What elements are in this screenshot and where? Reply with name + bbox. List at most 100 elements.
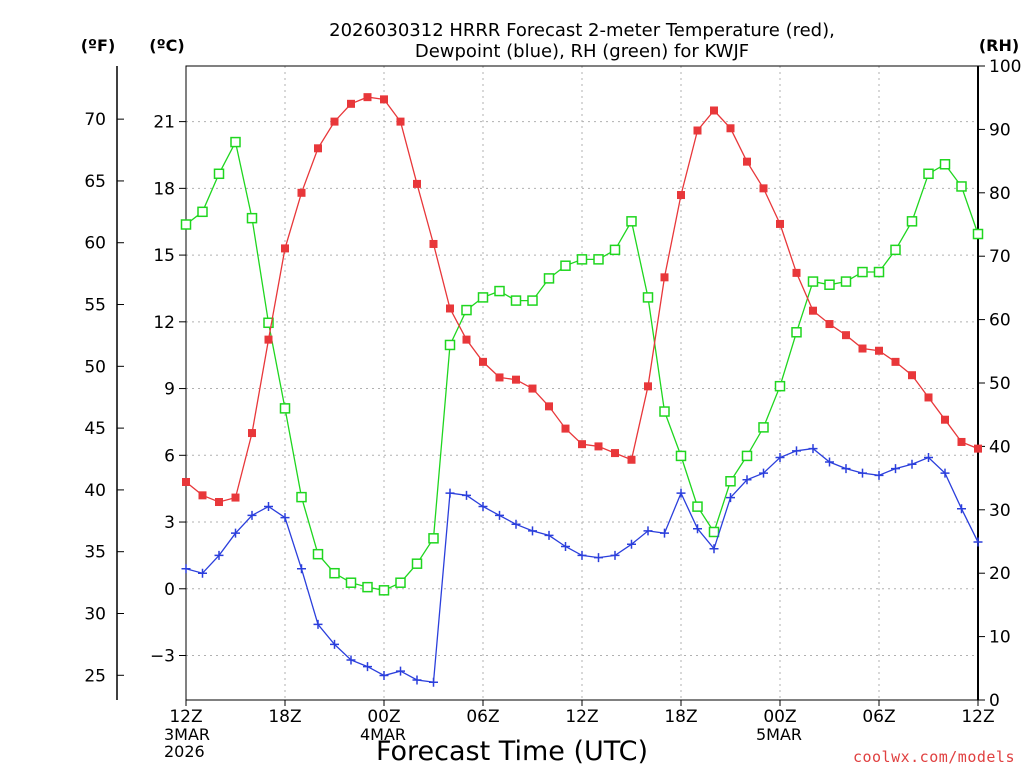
fahrenheit-tick-label: 40: [84, 481, 106, 501]
rh-point: [906, 216, 918, 227]
rh-point: [873, 266, 885, 278]
temperature-point: [644, 382, 652, 391]
date-label: 5MAR: [756, 725, 802, 744]
dewpoint-point: [396, 666, 405, 676]
dewpoint-point: [297, 564, 306, 574]
rh-point: [824, 279, 835, 290]
celsius-tick-label: 15: [153, 246, 175, 266]
dewpoint-point: [775, 453, 785, 463]
rh-point: [395, 577, 406, 588]
dewpoint-point: [973, 537, 983, 547]
celsius-tick-label: −3: [150, 647, 175, 667]
dewpoint-point: [412, 675, 422, 685]
rh-point: [626, 216, 637, 227]
time-tick-label: 06Z: [862, 707, 895, 727]
time-tick-label: 00Z: [367, 707, 400, 727]
rh-point: [807, 276, 819, 287]
rh-point: [758, 422, 769, 433]
dewpoint-point: [759, 468, 768, 478]
rh-point: [345, 577, 357, 588]
grid-lines: [186, 66, 978, 700]
dewpoint-point: [693, 524, 702, 534]
chart-title-line-2: Dewpoint (blue), RH (green) for KWJF: [415, 41, 749, 62]
temperature-point: [314, 144, 322, 153]
temperature-point: [660, 273, 669, 282]
temperature-point: [215, 498, 223, 507]
temperature-point: [297, 188, 306, 197]
dewpoint-point: [379, 671, 389, 681]
temperature-point: [363, 93, 372, 102]
temperature-point: [710, 106, 718, 115]
celsius-tick-label: 18: [153, 179, 175, 199]
rh-point: [461, 304, 472, 316]
temperature-point: [182, 477, 190, 486]
temperature-point: [858, 344, 867, 353]
dewpoint-point: [907, 459, 917, 469]
rh-point: [741, 450, 753, 462]
dewpoint-point: [709, 544, 719, 554]
x-axis-title: Forecast Time (UTC): [376, 736, 648, 767]
dewpoint-point: [610, 550, 620, 560]
fahrenheit-axis: 25 30 35 40 45 50 55 60 65 70: [84, 110, 124, 686]
date-label: 2026: [164, 742, 205, 761]
rh-point: [329, 567, 340, 579]
dewpoint-point: [198, 568, 207, 578]
temperature-point: [462, 335, 471, 344]
rh-point: [428, 533, 439, 544]
dewpoint-point: [874, 470, 884, 480]
dewpoint-point: [528, 526, 537, 536]
dewpoint-point: [313, 619, 323, 629]
rh-point: [857, 266, 868, 278]
dewpoint-point: [445, 488, 455, 498]
rh-point: [494, 285, 505, 297]
rh-point: [444, 339, 456, 351]
rh-point: [560, 260, 571, 271]
rh-point: [609, 244, 621, 256]
rh-point: [956, 181, 967, 192]
temperature-point: [380, 95, 388, 104]
rh-tick-label: 0: [989, 691, 1000, 711]
rh-point: [576, 254, 588, 265]
credit-text: coolwx.com/models: [853, 748, 1015, 766]
rh-axis: 0 10 20 30 40 50 60 70 80 90 100: [978, 57, 1021, 711]
rh-point: [296, 491, 307, 503]
rh-point: [708, 526, 720, 538]
rh-point: [840, 276, 852, 287]
dewpoint-point: [742, 475, 752, 485]
temperature-point: [198, 491, 207, 500]
temperature-point: [231, 493, 240, 502]
fahrenheit-tick-label: 70: [84, 110, 106, 130]
fahrenheit-tick-label: 65: [84, 172, 106, 192]
rh-point: [642, 292, 654, 303]
rh-point: [312, 548, 324, 560]
celsius-tick-label: 12: [153, 313, 175, 333]
fahrenheit-tick-label: 30: [84, 604, 106, 624]
rh-point: [362, 581, 373, 593]
temperature-point: [842, 331, 850, 340]
dewpoint-point: [346, 655, 356, 665]
dewpoint-point: [577, 550, 587, 560]
temperature-point: [908, 371, 916, 380]
dewpoint-point: [511, 519, 521, 529]
time-tick-label: 12Z: [961, 707, 994, 727]
dewpoint-point: [660, 528, 669, 538]
date-label: 4MAR: [360, 725, 406, 744]
fahrenheit-tick-label: 50: [84, 357, 106, 377]
fahrenheit-tick-label: 55: [84, 296, 106, 316]
rh-point: [972, 228, 984, 240]
rh-point: [659, 406, 670, 417]
dewpoint-point: [858, 468, 867, 478]
rh-point: [378, 585, 390, 596]
dewpoint-point: [478, 501, 488, 511]
temperature-point: [396, 117, 405, 126]
rh-point: [791, 327, 802, 338]
dewpoint-point: [957, 504, 966, 514]
celsius-tick-label: 6: [164, 446, 175, 466]
rh-point: [692, 501, 703, 512]
celsius-tick-label: 21: [153, 113, 175, 133]
rh-tick-label: 20: [989, 564, 1011, 584]
temperature-point: [413, 179, 421, 188]
rh-point: [197, 206, 208, 218]
